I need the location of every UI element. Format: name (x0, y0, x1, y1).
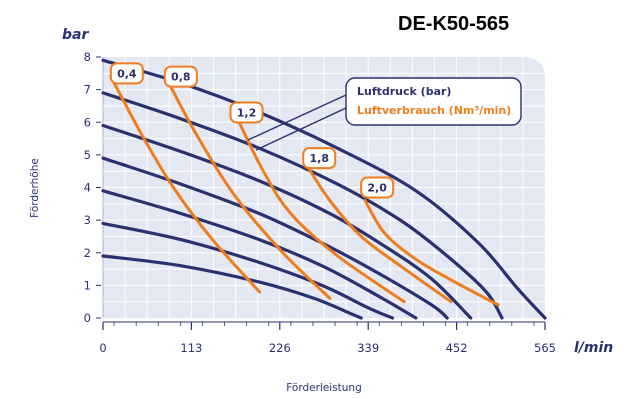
y-tick-label: 2 (84, 246, 91, 260)
x-tick-label: 0 (99, 341, 106, 355)
consumption-curve (109, 75, 261, 294)
consumption-label-box (163, 65, 198, 88)
y-tick-label: 6 (84, 115, 91, 129)
legend-entry-consumption: Luftverbrauch (Nm³/min) (357, 104, 511, 117)
pressure-curve (101, 156, 449, 320)
pressure-curve (101, 221, 395, 320)
consumption-curve (234, 114, 406, 304)
x-tick-labels: 0 113 226 339 452 565 (99, 322, 556, 355)
y-tick-label: 4 (84, 181, 91, 195)
consumption-label: 1,8 (310, 152, 330, 165)
y-tick-label: 0 (84, 311, 91, 325)
legend-box (345, 77, 522, 126)
consumption-curve (164, 75, 332, 300)
legend-pointer-line (255, 107, 347, 151)
legend-entry-pressure: Luftdruck (bar) (357, 85, 451, 98)
y-tick-label: 8 (84, 50, 91, 64)
consumption-series (109, 75, 500, 307)
y-unit-label: bar (62, 27, 89, 43)
consumption-label: 0,4 (117, 67, 137, 80)
consumption-label-box (109, 62, 144, 85)
consumption-label: 1,2 (237, 106, 257, 119)
x-tick-label: 452 (446, 341, 468, 355)
x-tick-label: 339 (357, 341, 379, 355)
pressure-curve (101, 123, 473, 320)
axes (102, 57, 545, 323)
consumption-label-box (302, 147, 337, 170)
y-tick-label: 1 (84, 278, 91, 292)
y-tick-label: 7 (84, 83, 91, 97)
y-tick-label: 3 (84, 213, 91, 227)
x-axis-label: Förderleistung (286, 382, 362, 394)
y-tick-labels: 0 1 2 3 4 5 6 7 8 (84, 50, 101, 325)
legend-pointer-line (247, 94, 347, 141)
pressure-curve (101, 91, 504, 320)
x-tick-label: 113 (180, 341, 202, 355)
y-axis-label: Förderhöhe (29, 158, 41, 218)
consumption-labels: 0,4 0,8 1,2 1,8 2,0 (109, 62, 395, 199)
x-unit-label: l/min (574, 340, 613, 356)
consumption-curve (363, 199, 500, 307)
pressure-curve (101, 254, 363, 320)
legend: Luftdruck (bar) Luftverbrauch (Nm³/min) (247, 77, 522, 151)
chart-title: DE-K50-565 (398, 13, 509, 35)
consumption-label: 0,8 (171, 71, 191, 84)
consumption-label-box (360, 176, 395, 199)
x-tick-label: 565 (534, 341, 556, 355)
consumption-curve (304, 163, 453, 304)
y-tick-label: 5 (84, 148, 91, 162)
consumption-label: 2,0 (367, 182, 387, 195)
consumption-label-box (229, 101, 264, 124)
x-tick-label: 226 (269, 341, 291, 355)
